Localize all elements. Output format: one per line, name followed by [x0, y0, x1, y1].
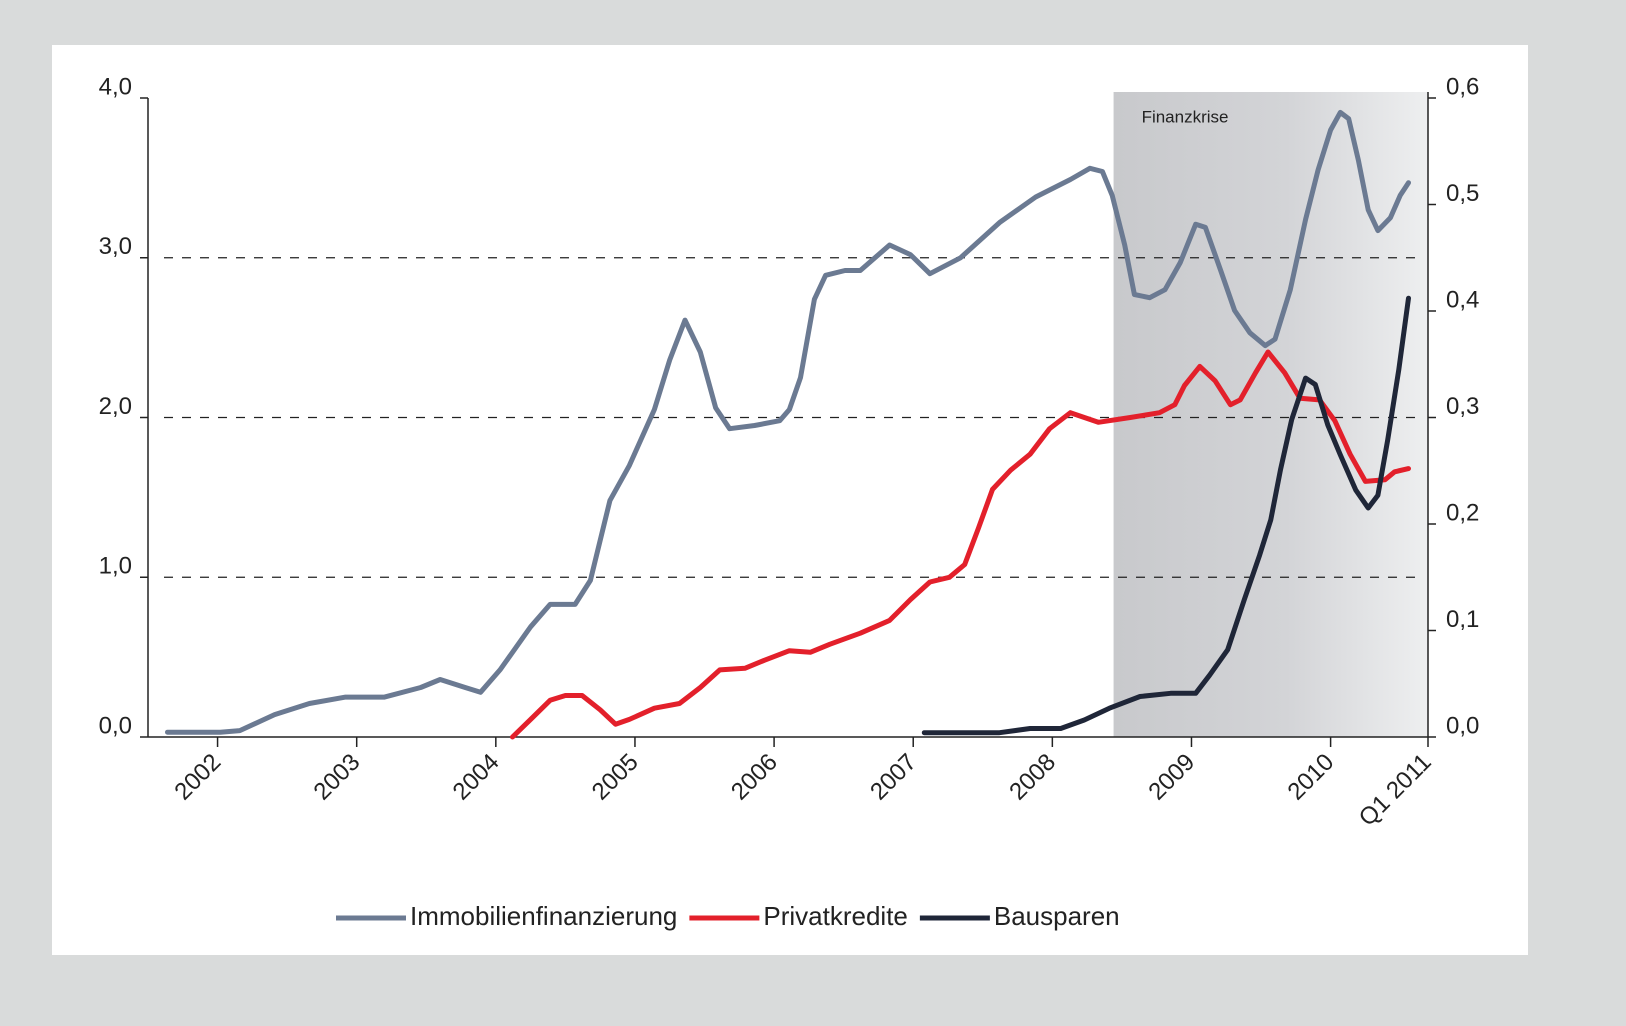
series-line: [165, 109, 1411, 735]
y-tick-label: 0,0: [99, 712, 132, 739]
y2-tick-label: 0,5: [1446, 180, 1479, 207]
y2-tick-label: 0,0: [1446, 712, 1479, 739]
y2-tick-label: 0,2: [1446, 499, 1479, 526]
y2-tick-label: 0,1: [1446, 606, 1479, 633]
y-tick-label: 3,0: [99, 233, 132, 260]
shaded-period: [1113, 92, 1428, 737]
series-line: [510, 349, 1411, 740]
y2-tick-label: 0,4: [1446, 286, 1479, 313]
legend-label: Privatkredite: [763, 901, 908, 931]
y2-tick-label: 0,6: [1446, 73, 1479, 100]
legend-label: Bausparen: [994, 901, 1120, 931]
y2-tick-label: 0,3: [1446, 393, 1479, 420]
series-line: [921, 295, 1411, 736]
y-tick-label: 2,0: [99, 393, 132, 420]
y-tick-label: 4,0: [99, 73, 132, 100]
annotation-label: Finanzkrise: [1142, 107, 1229, 126]
y-tick-label: 1,0: [99, 553, 132, 580]
legend-label: Immobilienfinanzierung: [410, 901, 677, 931]
